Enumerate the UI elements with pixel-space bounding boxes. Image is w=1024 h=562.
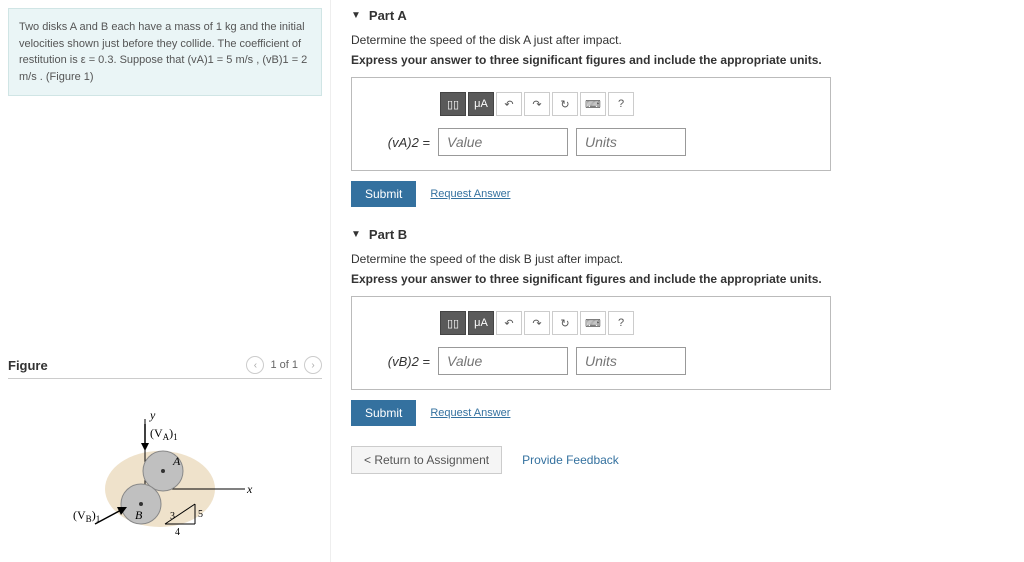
help-icon[interactable]: ?	[608, 92, 634, 116]
units-input-b[interactable]	[576, 347, 686, 375]
return-button[interactable]: < Return to Assignment	[351, 446, 502, 474]
submit-button-a[interactable]: Submit	[351, 181, 416, 207]
value-input-a[interactable]	[438, 128, 568, 156]
toolbar-b: ▯▯ μA ↶ ↷ ↻ ⌨ ?	[440, 311, 812, 335]
help-icon[interactable]: ?	[608, 311, 634, 335]
keyboard-icon[interactable]: ⌨	[580, 311, 606, 335]
va-label: (VA)1	[150, 426, 178, 442]
collapse-icon[interactable]: ▼	[351, 10, 361, 21]
collapse-icon[interactable]: ▼	[351, 229, 361, 240]
vb-label: (VB)1	[73, 508, 100, 524]
reset-icon[interactable]: ↻	[552, 311, 578, 335]
part-a-desc: Determine the speed of the disk A just a…	[351, 33, 1004, 47]
submit-button-b[interactable]: Submit	[351, 400, 416, 426]
undo-icon[interactable]: ↶	[496, 92, 522, 116]
reset-icon[interactable]: ↻	[552, 92, 578, 116]
part-b-title: Part B	[369, 227, 407, 242]
part-b: ▼ Part B Determine the speed of the disk…	[351, 227, 1004, 426]
problem-statement: Two disks A and B each have a mass of 1 …	[8, 8, 322, 96]
toolbar-a: ▯▯ μA ↶ ↷ ↻ ⌨ ?	[440, 92, 812, 116]
tri-a: 3	[170, 511, 175, 522]
y-axis-label: y	[149, 408, 156, 422]
tri-b: 4	[175, 527, 180, 538]
greek-icon[interactable]: μA	[468, 311, 494, 335]
part-a-title: Part A	[369, 8, 407, 23]
keyboard-icon[interactable]: ⌨	[580, 92, 606, 116]
figure-diagram: y x A B (VA)1	[55, 389, 275, 554]
answer-a-label: (vA)2 =	[370, 135, 430, 150]
pager-text: 1 of 1	[270, 359, 298, 371]
part-a: ▼ Part A Determine the speed of the disk…	[351, 8, 1004, 207]
part-b-instr: Express your answer to three significant…	[351, 272, 1004, 286]
pager-next[interactable]: ›	[304, 356, 322, 374]
templates-icon[interactable]: ▯▯	[440, 311, 466, 335]
part-b-desc: Determine the speed of the disk B just a…	[351, 252, 1004, 266]
part-a-instr: Express your answer to three significant…	[351, 53, 1004, 67]
feedback-link[interactable]: Provide Feedback	[522, 453, 619, 467]
value-input-b[interactable]	[438, 347, 568, 375]
tri-c: 5	[198, 509, 203, 520]
units-input-a[interactable]	[576, 128, 686, 156]
greek-icon[interactable]: μA	[468, 92, 494, 116]
disk-a-label: A	[172, 454, 181, 468]
answer-b-label: (vB)2 =	[370, 354, 430, 369]
disk-b-label: B	[135, 508, 143, 522]
request-answer-a[interactable]: Request Answer	[430, 188, 510, 200]
x-axis-label: x	[246, 482, 253, 496]
return-label: Return to Assignment	[374, 453, 489, 467]
request-answer-b[interactable]: Request Answer	[430, 407, 510, 419]
undo-icon[interactable]: ↶	[496, 311, 522, 335]
figure-pager: ‹ 1 of 1 ›	[246, 356, 322, 374]
problem-text: Two disks A and B each have a mass of 1 …	[19, 21, 307, 83]
figure-title: Figure	[8, 358, 48, 373]
redo-icon[interactable]: ↷	[524, 92, 550, 116]
redo-icon[interactable]: ↷	[524, 311, 550, 335]
templates-icon[interactable]: ▯▯	[440, 92, 466, 116]
pager-prev[interactable]: ‹	[246, 356, 264, 374]
